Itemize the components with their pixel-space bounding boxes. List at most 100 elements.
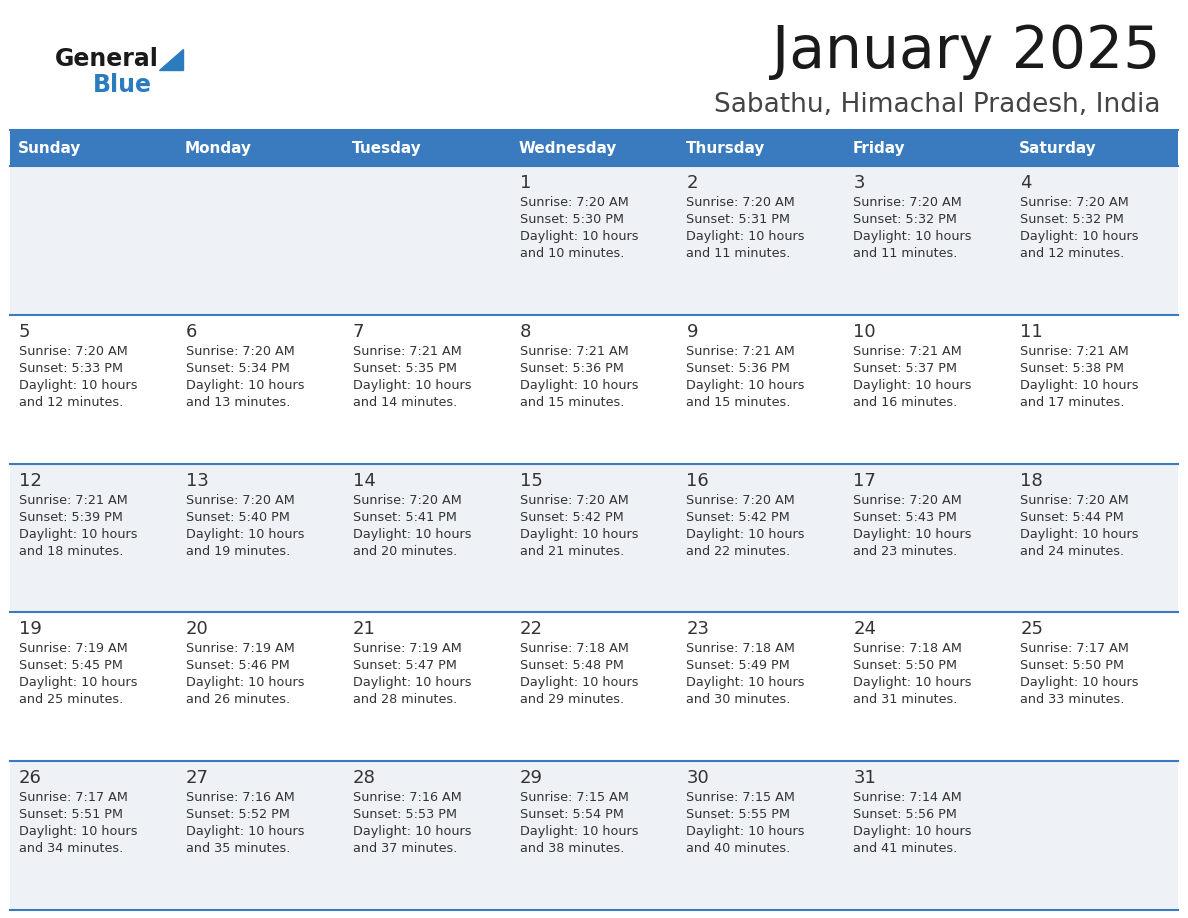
Bar bbox=[845, 464, 1011, 612]
Text: and 14 minutes.: and 14 minutes. bbox=[353, 396, 457, 409]
Text: Sunset: 5:46 PM: Sunset: 5:46 PM bbox=[185, 659, 290, 672]
Text: Friday: Friday bbox=[852, 140, 905, 155]
Text: and 23 minutes.: and 23 minutes. bbox=[853, 544, 958, 557]
Text: Sunrise: 7:18 AM: Sunrise: 7:18 AM bbox=[687, 643, 795, 655]
Text: 13: 13 bbox=[185, 472, 209, 489]
Bar bbox=[511, 130, 677, 166]
Text: Daylight: 10 hours: Daylight: 10 hours bbox=[687, 528, 805, 541]
Text: Sunset: 5:32 PM: Sunset: 5:32 PM bbox=[853, 213, 958, 226]
Text: Daylight: 10 hours: Daylight: 10 hours bbox=[185, 379, 304, 392]
Text: and 20 minutes.: and 20 minutes. bbox=[353, 544, 457, 557]
Text: Sunrise: 7:20 AM: Sunrise: 7:20 AM bbox=[519, 494, 628, 507]
Text: 29: 29 bbox=[519, 769, 543, 788]
Text: and 22 minutes.: and 22 minutes. bbox=[687, 544, 790, 557]
Text: Daylight: 10 hours: Daylight: 10 hours bbox=[1020, 528, 1138, 541]
Text: Sunset: 5:42 PM: Sunset: 5:42 PM bbox=[519, 510, 624, 523]
Text: Sunrise: 7:16 AM: Sunrise: 7:16 AM bbox=[185, 791, 295, 804]
Bar bbox=[845, 612, 1011, 761]
Text: Monday: Monday bbox=[185, 140, 252, 155]
Bar bbox=[511, 166, 677, 315]
Bar bbox=[677, 761, 845, 910]
Text: Sunset: 5:31 PM: Sunset: 5:31 PM bbox=[687, 213, 790, 226]
Text: 10: 10 bbox=[853, 323, 876, 341]
Text: and 19 minutes.: and 19 minutes. bbox=[185, 544, 290, 557]
Text: Sunset: 5:42 PM: Sunset: 5:42 PM bbox=[687, 510, 790, 523]
Text: Sunset: 5:50 PM: Sunset: 5:50 PM bbox=[853, 659, 958, 672]
Text: and 30 minutes.: and 30 minutes. bbox=[687, 693, 791, 706]
Bar bbox=[177, 130, 343, 166]
Text: 31: 31 bbox=[853, 769, 877, 788]
Text: Sunrise: 7:21 AM: Sunrise: 7:21 AM bbox=[353, 345, 461, 358]
Text: and 12 minutes.: and 12 minutes. bbox=[19, 396, 124, 409]
Text: Daylight: 10 hours: Daylight: 10 hours bbox=[687, 825, 805, 838]
Text: 22: 22 bbox=[519, 621, 543, 638]
Text: and 18 minutes.: and 18 minutes. bbox=[19, 544, 124, 557]
Text: Saturday: Saturday bbox=[1019, 140, 1097, 155]
Bar bbox=[1011, 315, 1178, 464]
Text: Sunset: 5:54 PM: Sunset: 5:54 PM bbox=[519, 808, 624, 822]
Bar bbox=[845, 761, 1011, 910]
Text: 28: 28 bbox=[353, 769, 375, 788]
Text: Sunrise: 7:20 AM: Sunrise: 7:20 AM bbox=[687, 494, 795, 507]
Text: Daylight: 10 hours: Daylight: 10 hours bbox=[185, 528, 304, 541]
Text: Sunset: 5:34 PM: Sunset: 5:34 PM bbox=[185, 362, 290, 375]
Text: Daylight: 10 hours: Daylight: 10 hours bbox=[1020, 677, 1138, 689]
Text: and 10 minutes.: and 10 minutes. bbox=[519, 247, 624, 260]
Text: and 26 minutes.: and 26 minutes. bbox=[185, 693, 290, 706]
Text: 12: 12 bbox=[19, 472, 42, 489]
Text: Daylight: 10 hours: Daylight: 10 hours bbox=[519, 230, 638, 243]
Text: Sunrise: 7:14 AM: Sunrise: 7:14 AM bbox=[853, 791, 962, 804]
Text: and 15 minutes.: and 15 minutes. bbox=[687, 396, 791, 409]
Text: 9: 9 bbox=[687, 323, 697, 341]
Bar bbox=[1011, 612, 1178, 761]
Text: and 24 minutes.: and 24 minutes. bbox=[1020, 544, 1124, 557]
Text: Daylight: 10 hours: Daylight: 10 hours bbox=[853, 528, 972, 541]
Bar bbox=[1011, 130, 1178, 166]
Text: and 15 minutes.: and 15 minutes. bbox=[519, 396, 624, 409]
Text: Sunset: 5:49 PM: Sunset: 5:49 PM bbox=[687, 659, 790, 672]
Text: Sunrise: 7:19 AM: Sunrise: 7:19 AM bbox=[185, 643, 295, 655]
Text: Sunset: 5:55 PM: Sunset: 5:55 PM bbox=[687, 808, 790, 822]
Text: Sunrise: 7:15 AM: Sunrise: 7:15 AM bbox=[687, 791, 795, 804]
Text: 26: 26 bbox=[19, 769, 42, 788]
Text: 4: 4 bbox=[1020, 174, 1031, 192]
Text: Sunrise: 7:20 AM: Sunrise: 7:20 AM bbox=[853, 196, 962, 209]
Text: Sunrise: 7:20 AM: Sunrise: 7:20 AM bbox=[1020, 494, 1129, 507]
Text: Daylight: 10 hours: Daylight: 10 hours bbox=[853, 825, 972, 838]
Text: Sunrise: 7:20 AM: Sunrise: 7:20 AM bbox=[519, 196, 628, 209]
Text: Sunset: 5:43 PM: Sunset: 5:43 PM bbox=[853, 510, 958, 523]
Text: 19: 19 bbox=[19, 621, 42, 638]
Bar bbox=[177, 761, 343, 910]
Bar bbox=[677, 612, 845, 761]
Bar bbox=[343, 166, 511, 315]
Text: Sunset: 5:32 PM: Sunset: 5:32 PM bbox=[1020, 213, 1124, 226]
Text: Sunset: 5:33 PM: Sunset: 5:33 PM bbox=[19, 362, 124, 375]
Text: Sunset: 5:38 PM: Sunset: 5:38 PM bbox=[1020, 362, 1124, 375]
Bar bbox=[343, 761, 511, 910]
Text: 1: 1 bbox=[519, 174, 531, 192]
Bar bbox=[511, 464, 677, 612]
Text: 5: 5 bbox=[19, 323, 31, 341]
Text: Daylight: 10 hours: Daylight: 10 hours bbox=[1020, 379, 1138, 392]
Text: Sunset: 5:39 PM: Sunset: 5:39 PM bbox=[19, 510, 122, 523]
Text: 3: 3 bbox=[853, 174, 865, 192]
Text: Sunset: 5:51 PM: Sunset: 5:51 PM bbox=[19, 808, 124, 822]
Bar bbox=[511, 761, 677, 910]
Text: Sunrise: 7:20 AM: Sunrise: 7:20 AM bbox=[687, 196, 795, 209]
Text: Daylight: 10 hours: Daylight: 10 hours bbox=[519, 379, 638, 392]
Text: 21: 21 bbox=[353, 621, 375, 638]
Bar bbox=[177, 464, 343, 612]
Text: and 13 minutes.: and 13 minutes. bbox=[185, 396, 290, 409]
Text: Sunset: 5:52 PM: Sunset: 5:52 PM bbox=[185, 808, 290, 822]
Text: Sunset: 5:41 PM: Sunset: 5:41 PM bbox=[353, 510, 456, 523]
Text: Sunrise: 7:21 AM: Sunrise: 7:21 AM bbox=[19, 494, 128, 507]
Text: Daylight: 10 hours: Daylight: 10 hours bbox=[353, 825, 472, 838]
Text: Sunset: 5:50 PM: Sunset: 5:50 PM bbox=[1020, 659, 1124, 672]
Text: Sunrise: 7:18 AM: Sunrise: 7:18 AM bbox=[519, 643, 628, 655]
Text: and 17 minutes.: and 17 minutes. bbox=[1020, 396, 1125, 409]
Text: Wednesday: Wednesday bbox=[519, 140, 617, 155]
Text: 7: 7 bbox=[353, 323, 365, 341]
Text: 23: 23 bbox=[687, 621, 709, 638]
Bar bbox=[677, 315, 845, 464]
Text: Blue: Blue bbox=[93, 73, 152, 97]
